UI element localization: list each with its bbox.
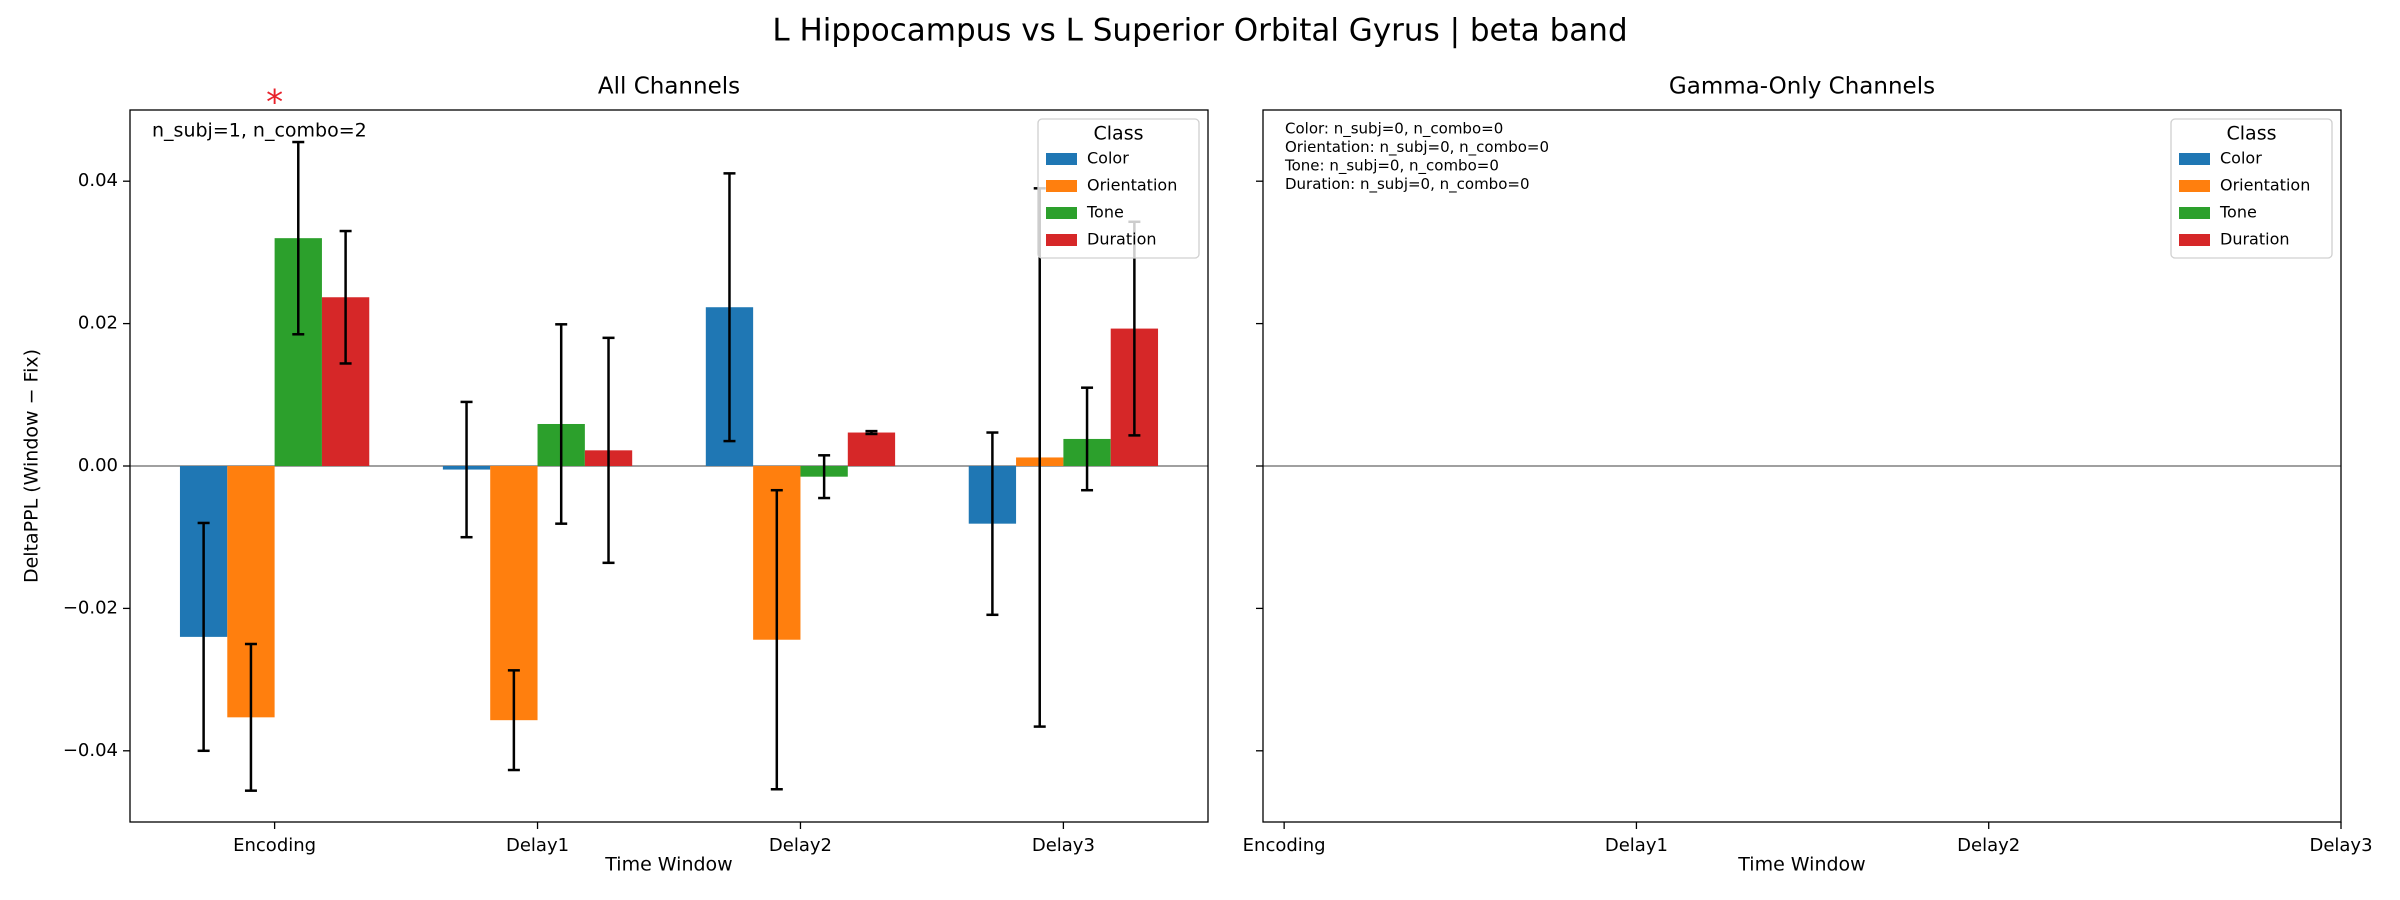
error-bar [602,336,615,565]
error-bar [507,669,520,772]
legend-box [2170,118,2333,259]
error-bar [1081,386,1094,492]
legend-swatch [1046,153,1077,165]
x-axis-label: Time Window [604,854,732,876]
error-bar [770,488,783,791]
x-tick-label: Delay2 [769,835,832,856]
y-tick-label: 0.04 [78,170,118,191]
subplot-title: Gamma-Only Channels [1669,74,1935,100]
x-tick-label: Encoding [233,835,316,856]
annotation: Tone: n_subj=0, n_combo=0 [1284,157,1499,176]
legend-swatch [1046,234,1077,246]
legend-swatch [2179,180,2210,192]
legend-swatch [1046,180,1077,192]
subplot-title: All Channels [598,74,740,100]
legend-title: Class [1094,123,1144,145]
error-bar [339,229,352,365]
annotation: Orientation: n_subj=0, n_combo=0 [1285,138,1549,157]
y-tick-label: −0.04 [63,740,118,761]
x-tick-label: Delay1 [1605,835,1668,856]
legend-label: Orientation [2220,176,2310,195]
y-tick-label: 0.00 [78,455,118,476]
legend-label: Duration [1087,230,1157,249]
error-bar [292,140,305,336]
y-axis-label: DeltaPPL (Window − Fix) [21,349,43,583]
error-bar [723,172,736,443]
legend-label: Tone [1086,203,1124,222]
x-tick-label: Delay3 [1032,835,1095,856]
legend-swatch [2179,234,2210,246]
error-bar [818,454,831,500]
legend-label: Color [2220,149,2262,168]
legend-label: Color [1087,149,1129,168]
error-bar [244,642,257,792]
x-tick-label: Encoding [1243,835,1326,856]
axes-frame [1262,109,2342,823]
significance-marker: * [266,83,283,123]
x-axis-label: Time Window [1737,854,1865,876]
annotation: n_subj=1, n_combo=2 [152,120,367,142]
axes-frame [129,109,1209,823]
x-tick-label: Delay3 [2309,835,2372,856]
legend-label: Tone [2219,203,2257,222]
figure-title: L Hippocampus vs L Superior Orbital Gyru… [772,13,1627,49]
error-bar [460,400,473,539]
legend-swatch [2179,207,2210,219]
error-bar [986,431,999,617]
legend-label: Duration [2220,230,2290,249]
y-tick-label: −0.02 [63,597,118,618]
x-tick-label: Delay1 [506,835,569,856]
legend-swatch [2179,153,2210,165]
bar [847,432,896,466]
annotation: Color: n_subj=0, n_combo=0 [1285,120,1503,139]
error-bar [197,521,210,753]
legend-box [1037,118,1200,259]
legend-swatch [1046,207,1077,219]
x-tick-label: Delay2 [1957,835,2020,856]
legend-label: Orientation [1087,176,1177,195]
y-tick-label: 0.02 [78,313,118,334]
error-bar [865,429,878,436]
annotation: Duration: n_subj=0, n_combo=0 [1285,175,1530,194]
legend-title: Class [2227,123,2277,145]
error-bar [555,323,568,525]
